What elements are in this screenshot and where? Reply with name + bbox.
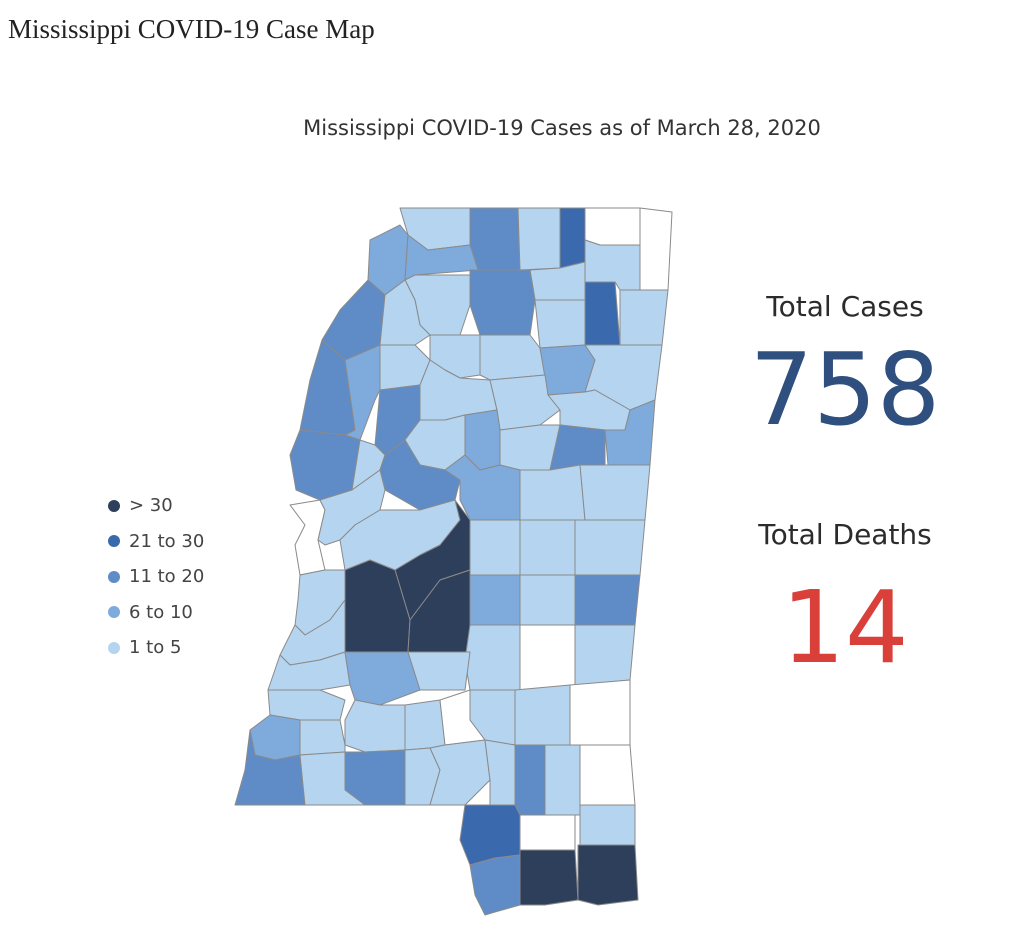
county-region xyxy=(299,719,346,756)
county-region xyxy=(484,739,516,806)
county-region xyxy=(249,714,301,761)
legend-item: 11 to 20 xyxy=(108,559,204,595)
total-cases-label: Total Cases xyxy=(766,290,924,323)
county-region xyxy=(469,574,521,626)
legend-item: 6 to 10 xyxy=(108,595,204,631)
legend-label: 21 to 30 xyxy=(129,530,205,552)
county-region xyxy=(559,207,586,269)
county-region xyxy=(544,744,581,816)
legend: > 30 21 to 30 11 to 20 6 to 10 1 to 5 xyxy=(108,488,204,666)
legend-swatch xyxy=(108,499,120,512)
legend-item: 1 to 5 xyxy=(108,630,204,666)
county-region xyxy=(469,854,521,916)
map-title: Mississippi COVID-19 Cases as of March 2… xyxy=(303,116,821,140)
total-deaths-value: 14 xyxy=(781,569,909,686)
county-region xyxy=(579,804,636,846)
legend-label: 6 to 10 xyxy=(129,601,193,623)
legend-swatch xyxy=(108,535,120,548)
county-region xyxy=(407,651,471,691)
county-region xyxy=(577,844,639,906)
legend-item: > 30 xyxy=(108,488,204,524)
county-region xyxy=(574,519,646,576)
county-region xyxy=(579,464,651,521)
county-region xyxy=(267,689,346,721)
county-region xyxy=(469,519,521,576)
county-region xyxy=(344,699,406,753)
county-region xyxy=(584,207,641,246)
county-region xyxy=(517,207,561,271)
county-region xyxy=(289,429,361,501)
county-region xyxy=(569,679,631,746)
county-region xyxy=(469,207,521,271)
county-region xyxy=(519,814,576,851)
county-region xyxy=(619,289,669,346)
county-region xyxy=(519,624,576,691)
legend-label: 11 to 20 xyxy=(129,566,205,588)
total-cases-value: 758 xyxy=(749,331,941,448)
county-region xyxy=(514,744,546,816)
legend-item: 21 to 30 xyxy=(108,524,204,560)
county-region xyxy=(429,739,491,806)
county-region xyxy=(639,207,673,291)
county-region xyxy=(404,699,446,751)
legend-swatch xyxy=(108,606,120,619)
county-region xyxy=(549,424,606,471)
page-heading: Mississippi COVID-19 Case Map xyxy=(8,14,375,44)
county-region xyxy=(469,269,536,336)
county-region xyxy=(344,344,381,441)
legend-label: 1 to 5 xyxy=(129,637,182,659)
legend-swatch xyxy=(108,641,120,654)
county-region xyxy=(519,519,576,576)
county-region xyxy=(534,299,586,349)
total-deaths-label: Total Deaths xyxy=(758,518,932,551)
county-regions xyxy=(234,207,673,916)
county-region xyxy=(344,651,421,706)
legend-swatch xyxy=(108,570,120,583)
county-region xyxy=(299,751,366,806)
county-region xyxy=(519,849,579,906)
county-region xyxy=(574,574,641,626)
county-region xyxy=(574,624,636,686)
county-region xyxy=(519,464,586,521)
county-region xyxy=(579,744,636,806)
county-region xyxy=(464,624,521,691)
county-region xyxy=(479,334,546,381)
county-region xyxy=(514,684,571,746)
legend-label: > 30 xyxy=(129,495,173,517)
county-region xyxy=(519,574,576,626)
county-region xyxy=(584,281,621,346)
